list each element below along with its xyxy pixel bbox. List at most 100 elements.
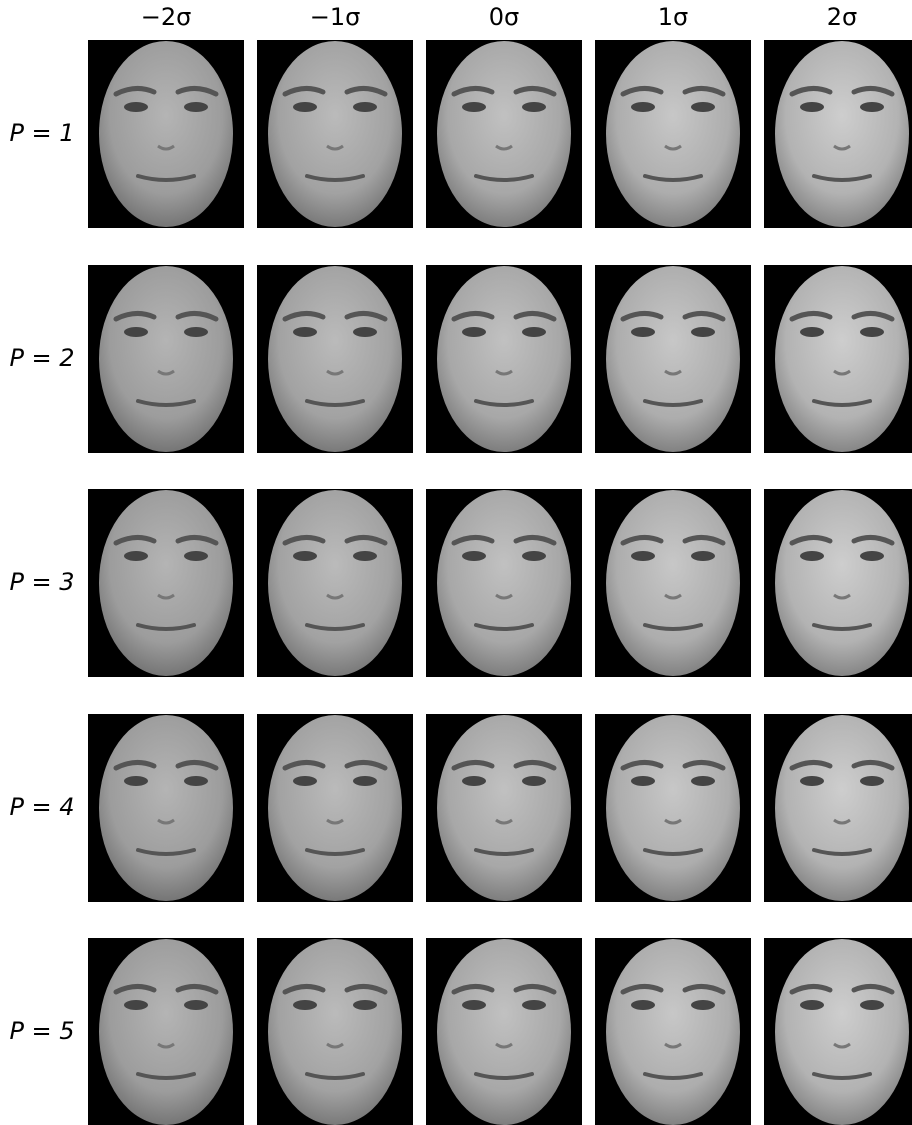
eye [462, 327, 486, 337]
face-image [595, 265, 751, 453]
eye [184, 551, 208, 561]
face-image [426, 938, 582, 1125]
face [775, 490, 909, 676]
face-image [257, 714, 413, 902]
column-header: −1σ [310, 3, 361, 31]
face [99, 266, 233, 452]
eye [184, 327, 208, 337]
face [99, 715, 233, 901]
face [437, 41, 571, 227]
face-image [88, 714, 244, 902]
eye [293, 327, 317, 337]
eye [860, 1000, 884, 1010]
eye [124, 551, 148, 561]
row-label: P = 2 [9, 344, 74, 372]
face-image [764, 938, 912, 1125]
eye [293, 102, 317, 112]
face [268, 41, 402, 227]
face-image [426, 714, 582, 902]
face-image [764, 40, 912, 228]
eye [800, 1000, 824, 1010]
eye [860, 776, 884, 786]
eye [293, 551, 317, 561]
eye [691, 551, 715, 561]
eye [184, 1000, 208, 1010]
face-image [595, 714, 751, 902]
eye [860, 102, 884, 112]
eye [293, 776, 317, 786]
face-image [764, 714, 912, 902]
face-image [257, 489, 413, 677]
eye [293, 1000, 317, 1010]
eye [800, 327, 824, 337]
eye [631, 1000, 655, 1010]
eye [522, 102, 546, 112]
face-image [426, 40, 582, 228]
column-header: 1σ [658, 3, 688, 31]
face [437, 266, 571, 452]
row-label: P = 3 [9, 568, 74, 596]
eye [353, 1000, 377, 1010]
eye [353, 551, 377, 561]
eye [184, 102, 208, 112]
eye [522, 1000, 546, 1010]
eye [631, 102, 655, 112]
face [775, 41, 909, 227]
eye [631, 327, 655, 337]
eye [353, 327, 377, 337]
column-header: −2σ [141, 3, 192, 31]
eye [462, 102, 486, 112]
eye [462, 551, 486, 561]
face [606, 266, 740, 452]
face [99, 939, 233, 1125]
face [775, 715, 909, 901]
face [606, 41, 740, 227]
eye [631, 776, 655, 786]
face-image [595, 40, 751, 228]
face-image [764, 265, 912, 453]
face [99, 490, 233, 676]
row-label: P = 4 [9, 793, 74, 821]
page: −2σ−1σ0σ1σ2σP = 1P = 2P = 3P = 4P = 5 ((… [0, 0, 912, 1125]
face [268, 490, 402, 676]
face-image [88, 938, 244, 1125]
figure: −2σ−1σ0σ1σ2σP = 1P = 2P = 3P = 4P = 5 [0, 0, 912, 1125]
face [606, 490, 740, 676]
face [606, 939, 740, 1125]
eye [800, 776, 824, 786]
face-image [595, 489, 751, 677]
eye [800, 102, 824, 112]
eye [353, 776, 377, 786]
face-image [88, 489, 244, 677]
eye [860, 327, 884, 337]
face [437, 715, 571, 901]
eye [522, 551, 546, 561]
column-header: 0σ [489, 3, 519, 31]
eye [860, 551, 884, 561]
eye [691, 102, 715, 112]
face [268, 266, 402, 452]
face-image [88, 40, 244, 228]
eye [184, 776, 208, 786]
face [606, 715, 740, 901]
eye [800, 551, 824, 561]
face [775, 939, 909, 1125]
face [99, 41, 233, 227]
row-label: P = 5 [9, 1017, 74, 1045]
eye [691, 776, 715, 786]
face-image [595, 938, 751, 1125]
face [268, 939, 402, 1125]
face-image [257, 938, 413, 1125]
face [268, 715, 402, 901]
eye [691, 1000, 715, 1010]
row-label: P = 1 [9, 119, 74, 147]
face-image [764, 489, 912, 677]
eye [353, 102, 377, 112]
eye [462, 1000, 486, 1010]
face-image [257, 265, 413, 453]
face-image [257, 40, 413, 228]
eye [691, 327, 715, 337]
face [775, 266, 909, 452]
eye [124, 102, 148, 112]
eye [462, 776, 486, 786]
